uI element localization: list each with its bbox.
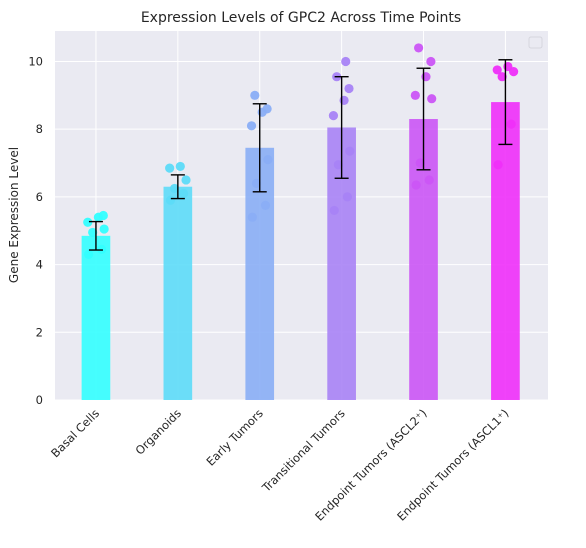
data-point (411, 180, 421, 190)
data-point (427, 94, 437, 104)
y-tick-label: 0 (36, 393, 43, 407)
data-point (492, 65, 502, 75)
data-point (414, 43, 424, 53)
data-point (165, 195, 176, 205)
data-point (88, 227, 98, 238)
data-point (342, 192, 352, 202)
data-point (262, 104, 272, 114)
data-point (260, 200, 271, 210)
data-point (497, 72, 507, 82)
data-point (246, 121, 257, 131)
data-point (344, 83, 354, 94)
data-point (424, 175, 434, 185)
y-tick-label: 10 (28, 54, 43, 68)
y-tick-label: 4 (36, 258, 43, 272)
data-point (165, 163, 175, 173)
x-tick-label: Basal Cells (48, 406, 102, 460)
y-tick-label: 8 (36, 122, 43, 136)
bar (81, 235, 111, 400)
x-tick-label: Transitional Tumors (259, 406, 348, 495)
x-tick-label: Organoids (133, 406, 184, 457)
data-point (169, 183, 180, 194)
legend-box (528, 36, 543, 49)
data-point (503, 61, 513, 72)
data-point (333, 160, 343, 170)
data-point (263, 155, 273, 165)
y-tick-label: 6 (36, 190, 43, 204)
chart-title: Expression Levels of GPC2 Across Time Po… (141, 10, 461, 26)
data-point (341, 56, 351, 67)
data-point (339, 95, 349, 105)
bars (81, 102, 520, 401)
data-point (426, 56, 436, 67)
data-point (99, 224, 109, 234)
data-point (328, 111, 339, 121)
error-bars (88, 59, 513, 251)
x-tick-labels: Basal Cells Organoids Early TumorsTransiti… (48, 406, 511, 523)
data-point (250, 90, 260, 100)
data-point (83, 249, 94, 260)
bar (491, 102, 520, 401)
plot-background (55, 31, 548, 400)
data-point (410, 90, 420, 100)
data-point (345, 146, 355, 156)
data-point (329, 205, 339, 216)
data-point (247, 212, 257, 222)
data-point (181, 175, 191, 185)
data-point (98, 210, 108, 221)
data-point (178, 188, 189, 199)
x-tick-label: Early Tumors (203, 406, 265, 468)
data-point (251, 178, 262, 188)
data-point (175, 161, 185, 172)
y-tick-label: 2 (36, 325, 43, 339)
bar (163, 186, 193, 400)
data-point (493, 160, 503, 170)
data-point (415, 158, 425, 168)
data-point (506, 119, 516, 129)
data-point (83, 217, 93, 227)
y-axis-title: Gene Expression Level (7, 147, 21, 283)
data-point (421, 72, 431, 82)
y-tick-labels: 0 2 4 6 8 10 (28, 54, 43, 407)
